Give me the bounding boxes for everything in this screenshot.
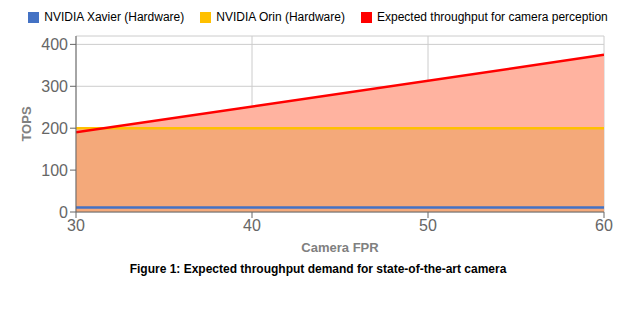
- svg-text:TOPS: TOPS: [19, 106, 34, 141]
- svg-text:60: 60: [595, 217, 613, 234]
- svg-text:50: 50: [419, 217, 437, 234]
- svg-text:300: 300: [41, 78, 68, 95]
- svg-text:400: 400: [41, 36, 68, 53]
- svg-text:200: 200: [41, 120, 68, 137]
- svg-text:100: 100: [41, 162, 68, 179]
- html-text:NVIDIA Orin (Hardware): NVIDIA Orin (Hardware): [216, 10, 345, 24]
- svg-text:40: 40: [243, 217, 261, 234]
- html-text:Figure 1: Expected throughput: Figure 1: Expected throughput demand for…: [129, 262, 507, 276]
- svg-text:30: 30: [67, 217, 85, 234]
- svg-text:Camera FPR: Camera FPR: [301, 240, 379, 255]
- html-text:NVIDIA Xavier (Hardware): NVIDIA Xavier (Hardware): [44, 10, 185, 24]
- html-text:Expected throughput for camera: Expected throughput for camera perceptio…: [377, 10, 608, 24]
- svg-text:0: 0: [59, 204, 68, 221]
